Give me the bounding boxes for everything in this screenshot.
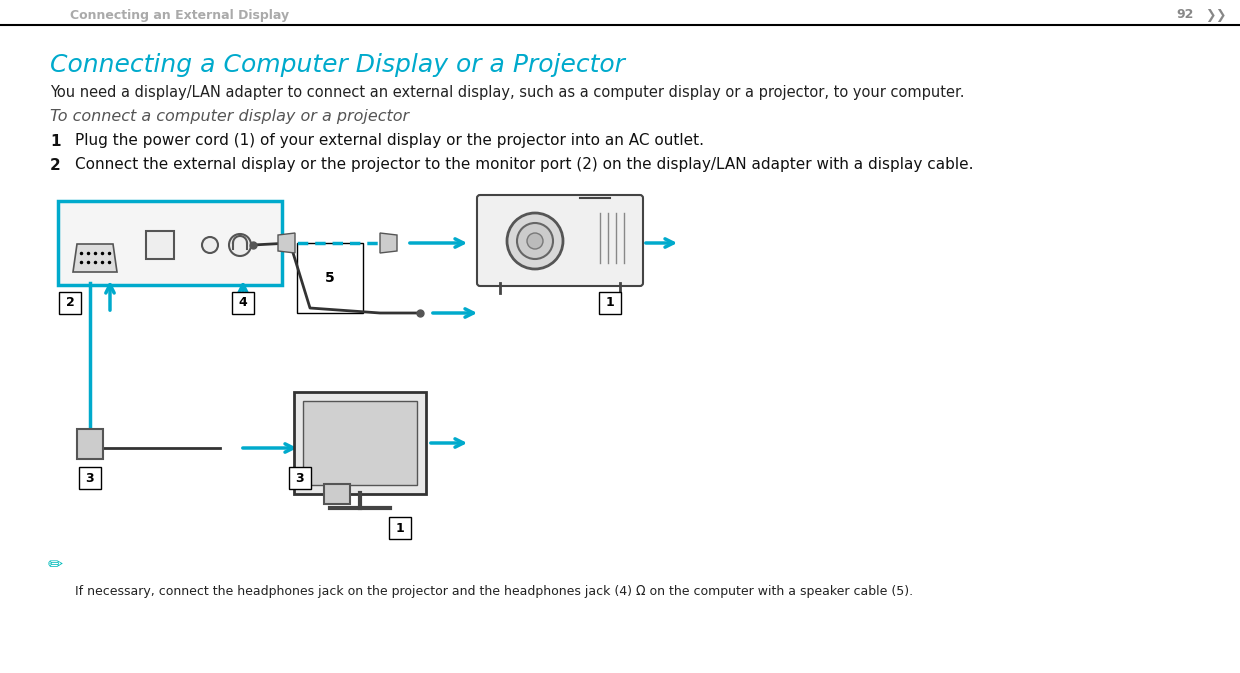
FancyBboxPatch shape [389, 517, 410, 539]
Text: 4: 4 [238, 297, 247, 310]
FancyBboxPatch shape [477, 195, 644, 286]
Text: Connect the external display or the projector to the monitor port (2) on the dis: Connect the external display or the proj… [74, 157, 973, 172]
Text: 92: 92 [1177, 9, 1194, 22]
FancyBboxPatch shape [289, 467, 311, 489]
FancyBboxPatch shape [599, 292, 621, 314]
Circle shape [517, 223, 553, 259]
Text: 3: 3 [295, 472, 304, 485]
Text: ❯: ❯ [1215, 9, 1225, 22]
FancyBboxPatch shape [77, 429, 103, 459]
FancyBboxPatch shape [232, 292, 254, 314]
Text: ✏: ✏ [47, 556, 62, 574]
Text: 2: 2 [50, 157, 61, 172]
Text: ❯: ❯ [1205, 9, 1215, 22]
FancyBboxPatch shape [58, 201, 281, 285]
Text: 1: 1 [50, 133, 61, 149]
Circle shape [202, 237, 218, 253]
Text: 2: 2 [66, 297, 74, 310]
Circle shape [229, 234, 250, 256]
Text: 3: 3 [86, 472, 94, 485]
Text: 1: 1 [396, 522, 404, 534]
Polygon shape [278, 233, 295, 253]
Text: Connecting a Computer Display or a Projector: Connecting a Computer Display or a Proje… [50, 53, 625, 77]
Circle shape [527, 233, 543, 249]
Text: To connect a computer display or a projector: To connect a computer display or a proje… [50, 110, 409, 125]
Polygon shape [73, 244, 117, 272]
Circle shape [507, 213, 563, 269]
FancyBboxPatch shape [60, 292, 81, 314]
Text: Plug the power cord (1) of your external display or the projector into an AC out: Plug the power cord (1) of your external… [74, 133, 704, 149]
Text: 5: 5 [325, 271, 335, 285]
Bar [303, 401, 417, 485]
Text: 1: 1 [605, 297, 614, 310]
Text: Connecting an External Display: Connecting an External Display [69, 9, 289, 22]
FancyBboxPatch shape [79, 467, 100, 489]
Text: If necessary, connect the headphones jack on the projector and the headphones ja: If necessary, connect the headphones jac… [74, 584, 913, 598]
FancyBboxPatch shape [324, 484, 350, 504]
FancyBboxPatch shape [294, 392, 427, 494]
Text: You need a display/LAN adapter to connect an external display, such as a compute: You need a display/LAN adapter to connec… [50, 85, 965, 100]
Bar [146, 231, 174, 259]
Polygon shape [379, 233, 397, 253]
